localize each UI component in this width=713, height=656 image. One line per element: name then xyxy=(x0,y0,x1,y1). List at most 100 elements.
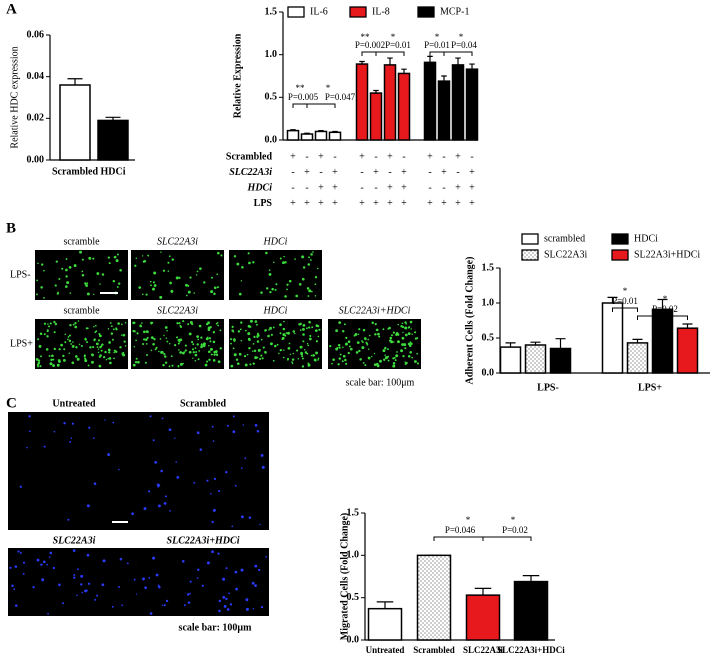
error-bar xyxy=(387,57,393,65)
row-label: LPS+ xyxy=(10,338,33,349)
cell xyxy=(222,577,226,581)
cell xyxy=(283,255,285,258)
cell xyxy=(292,330,296,333)
cell xyxy=(86,292,90,296)
cell xyxy=(387,359,390,362)
cell xyxy=(264,329,267,332)
condition-sign: + xyxy=(318,198,324,209)
annotation: ** xyxy=(296,83,306,93)
y-tick-label: 1.0 xyxy=(265,49,278,60)
cell xyxy=(66,281,70,285)
bar xyxy=(465,68,479,141)
cell xyxy=(400,325,403,328)
bracket xyxy=(433,536,484,541)
cell xyxy=(73,574,76,577)
cell xyxy=(238,352,242,356)
cell xyxy=(225,470,228,474)
cell xyxy=(342,346,344,349)
cell xyxy=(65,268,68,272)
cell xyxy=(144,338,148,341)
cell xyxy=(286,283,289,286)
cell xyxy=(388,326,391,330)
cell xyxy=(299,322,302,326)
cell xyxy=(164,361,168,364)
cell xyxy=(196,270,199,273)
cell xyxy=(291,361,293,364)
cell xyxy=(402,354,405,358)
cell xyxy=(374,323,377,326)
cell xyxy=(159,295,163,299)
cell xyxy=(362,361,365,364)
cell xyxy=(94,324,97,327)
cell xyxy=(315,351,319,355)
cell xyxy=(243,355,247,358)
cell xyxy=(404,361,407,363)
cell xyxy=(288,342,291,345)
cell xyxy=(109,361,112,365)
cell xyxy=(205,337,209,341)
cell xyxy=(112,280,116,283)
annotation: P=0.02 xyxy=(502,525,528,535)
cell xyxy=(235,358,239,361)
condition-sign: - xyxy=(333,151,336,162)
condition-sign: - xyxy=(291,167,294,178)
cell xyxy=(157,484,161,487)
cell xyxy=(11,584,14,588)
cell xyxy=(230,364,234,368)
cell xyxy=(192,357,194,359)
cell xyxy=(193,481,196,484)
cell xyxy=(22,561,26,564)
cell xyxy=(357,333,360,336)
condition-sign: + xyxy=(401,167,407,178)
cell xyxy=(222,596,226,599)
cell xyxy=(142,260,146,263)
cell xyxy=(225,597,228,601)
cell xyxy=(362,328,366,332)
cell xyxy=(291,358,295,361)
bar xyxy=(369,92,383,141)
cell xyxy=(121,604,123,607)
cell xyxy=(167,270,170,272)
cell xyxy=(74,322,77,325)
cell xyxy=(312,251,314,253)
cell xyxy=(142,342,145,346)
error-bar xyxy=(427,55,433,63)
cell xyxy=(68,266,72,269)
bracket xyxy=(361,51,377,56)
cell xyxy=(220,254,223,257)
cell xyxy=(47,612,49,615)
cell xyxy=(394,359,397,362)
cell xyxy=(115,259,119,263)
cell xyxy=(231,525,234,528)
error-bar xyxy=(373,89,379,94)
cell xyxy=(358,328,361,331)
cell xyxy=(101,583,105,587)
cell xyxy=(81,273,85,277)
bracket xyxy=(292,103,308,108)
cell xyxy=(377,332,380,336)
cell xyxy=(108,357,112,360)
cell xyxy=(240,515,244,519)
cell xyxy=(119,268,122,272)
cell xyxy=(177,365,180,368)
cell xyxy=(393,356,396,359)
cell xyxy=(182,362,184,365)
cell xyxy=(108,351,111,354)
cell xyxy=(123,340,126,343)
cell xyxy=(81,270,84,273)
annotation: * xyxy=(466,515,471,525)
cell xyxy=(318,328,321,331)
cell xyxy=(153,271,157,275)
cell xyxy=(217,360,221,364)
cell xyxy=(270,333,273,336)
cell xyxy=(302,323,306,327)
condition-sign: - xyxy=(360,182,363,193)
cell xyxy=(354,333,358,336)
legend-swatch xyxy=(521,249,539,261)
cell xyxy=(268,272,272,276)
annotation: * xyxy=(663,294,668,304)
cell xyxy=(80,583,83,586)
cell xyxy=(122,351,125,354)
cell xyxy=(194,347,197,349)
cell xyxy=(114,350,118,354)
